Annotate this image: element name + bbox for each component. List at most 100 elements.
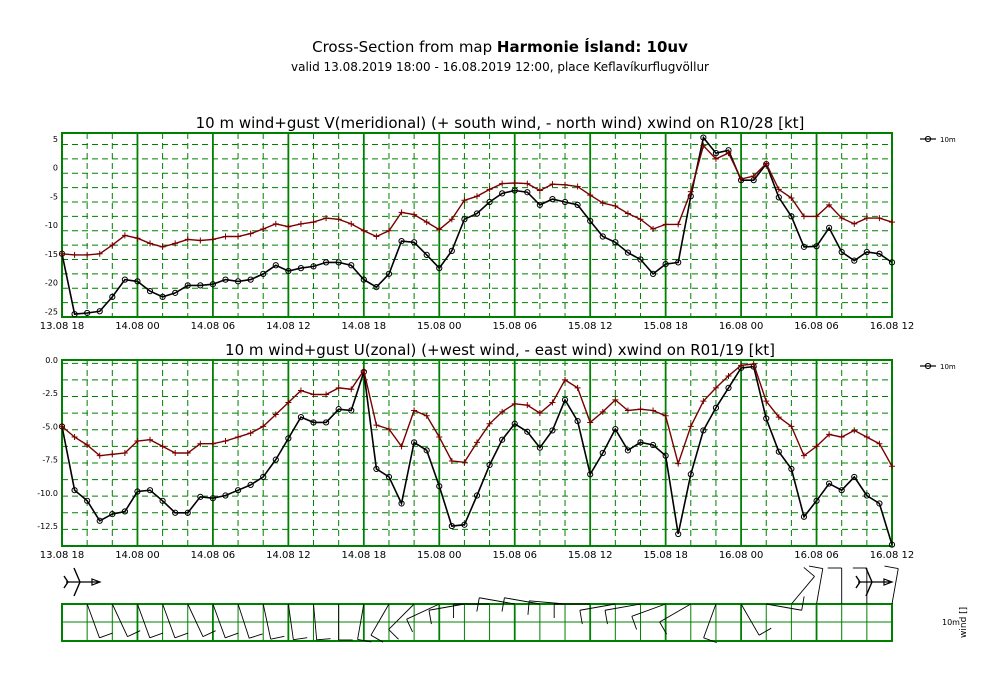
data-point-wind xyxy=(172,289,179,296)
data-point-gust xyxy=(775,186,782,193)
data-point-wind xyxy=(385,473,393,481)
data-point-wind xyxy=(561,396,569,403)
barb-staff xyxy=(428,603,465,611)
barb-level-label: 10m xyxy=(942,618,960,627)
data-point-wind xyxy=(612,239,619,246)
barb-staff xyxy=(579,603,616,611)
data-point-wind xyxy=(838,487,845,494)
data-point-gust xyxy=(147,436,154,443)
barb-staff xyxy=(504,597,540,605)
wind-barb xyxy=(187,603,216,638)
data-point-gust xyxy=(310,391,317,398)
data-point-gust xyxy=(750,360,757,367)
data-point-gust xyxy=(121,450,128,456)
data-point-gust xyxy=(197,237,204,244)
wind-barb xyxy=(162,603,189,639)
x-tick-label: 15.08 00 xyxy=(417,550,462,561)
x-tick-label: 15.08 00 xyxy=(417,321,462,332)
data-point-wind xyxy=(71,311,78,318)
barb-staff xyxy=(891,568,899,605)
data-point-wind xyxy=(549,196,556,203)
data-point-gust xyxy=(599,408,606,415)
data-point-gust xyxy=(863,215,870,222)
data-point-gust xyxy=(800,452,807,459)
data-point-gust xyxy=(385,227,392,234)
data-point-gust xyxy=(310,219,317,226)
data-point-wind xyxy=(788,213,795,220)
y-tick-label: -20 xyxy=(45,279,58,288)
data-point-wind xyxy=(234,278,242,285)
data-point-gust xyxy=(84,251,91,258)
data-point-gust xyxy=(474,193,480,200)
data-point-gust xyxy=(197,440,204,447)
data-point-wind xyxy=(197,493,204,500)
data-point-gust xyxy=(411,407,418,414)
plane-icon xyxy=(855,567,894,597)
data-point-wind xyxy=(234,487,242,494)
data-point-wind xyxy=(209,281,217,288)
plane-wings xyxy=(855,567,873,597)
data-point-gust xyxy=(712,384,719,391)
plane-wings xyxy=(63,567,81,597)
data-point-gust xyxy=(272,220,279,227)
data-point-gust xyxy=(134,438,141,445)
data-point-gust xyxy=(889,463,895,470)
data-point-gust xyxy=(763,398,770,405)
data-point-gust xyxy=(159,443,166,450)
data-point-gust xyxy=(851,220,858,227)
wind-barb xyxy=(852,567,868,604)
data-point-wind xyxy=(96,517,103,524)
data-point-wind xyxy=(524,428,531,435)
data-point-wind xyxy=(851,473,858,481)
data-point-wind xyxy=(172,509,179,516)
data-point-wind xyxy=(121,276,128,283)
barb-flag xyxy=(370,634,384,643)
barb-staff xyxy=(86,603,100,638)
barb-flag xyxy=(803,567,815,577)
data-point-gust xyxy=(335,216,342,223)
x-tick-label: 15.08 18 xyxy=(643,321,688,332)
data-point-gust xyxy=(109,242,116,249)
data-point-wind xyxy=(763,415,770,422)
plot-frame xyxy=(61,359,893,547)
data-point-wind xyxy=(662,261,669,268)
data-point-wind xyxy=(536,201,543,208)
barb-staff xyxy=(313,603,318,640)
data-point-gust xyxy=(398,443,405,450)
data-point-wind xyxy=(675,259,682,266)
barb-flag xyxy=(270,635,285,640)
main-title-bold: Harmonie Ísland: 10uv xyxy=(496,38,688,56)
data-point-wind xyxy=(373,284,380,291)
data-point-wind xyxy=(184,509,191,516)
x-tick-label: 14.08 00 xyxy=(115,550,160,561)
data-point-wind xyxy=(637,439,644,446)
data-point-gust xyxy=(348,220,355,227)
data-point-wind xyxy=(260,270,267,277)
data-point-gust xyxy=(549,181,556,188)
data-point-wind xyxy=(561,198,569,206)
barb-staff xyxy=(162,603,176,638)
barb-flag xyxy=(758,627,772,636)
barb-staff xyxy=(479,597,515,605)
data-point-gust xyxy=(184,236,191,243)
y-tick-label: -5.0 xyxy=(42,422,58,431)
data-point-wind xyxy=(310,263,317,270)
y-tick-label: -5 xyxy=(50,192,58,201)
legend-marker xyxy=(924,362,932,370)
data-point-gust xyxy=(549,399,556,406)
barb-staff xyxy=(816,568,824,605)
main-title-prefix: Cross-Section from map xyxy=(312,38,497,56)
data-point-wind xyxy=(838,248,845,256)
barb-staff xyxy=(740,603,760,636)
data-point-gust xyxy=(637,216,644,223)
data-point-gust xyxy=(775,414,782,421)
data-point-wind xyxy=(159,293,166,300)
data-point-wind xyxy=(385,270,393,277)
barb-staff xyxy=(262,603,272,640)
data-point-gust xyxy=(398,209,405,216)
data-point-wind xyxy=(813,497,820,504)
data-point-wind xyxy=(423,251,430,258)
data-point-wind xyxy=(134,488,141,495)
x-tick-label: 15.08 06 xyxy=(492,550,537,561)
y-tick-label: -10.0 xyxy=(37,489,58,498)
